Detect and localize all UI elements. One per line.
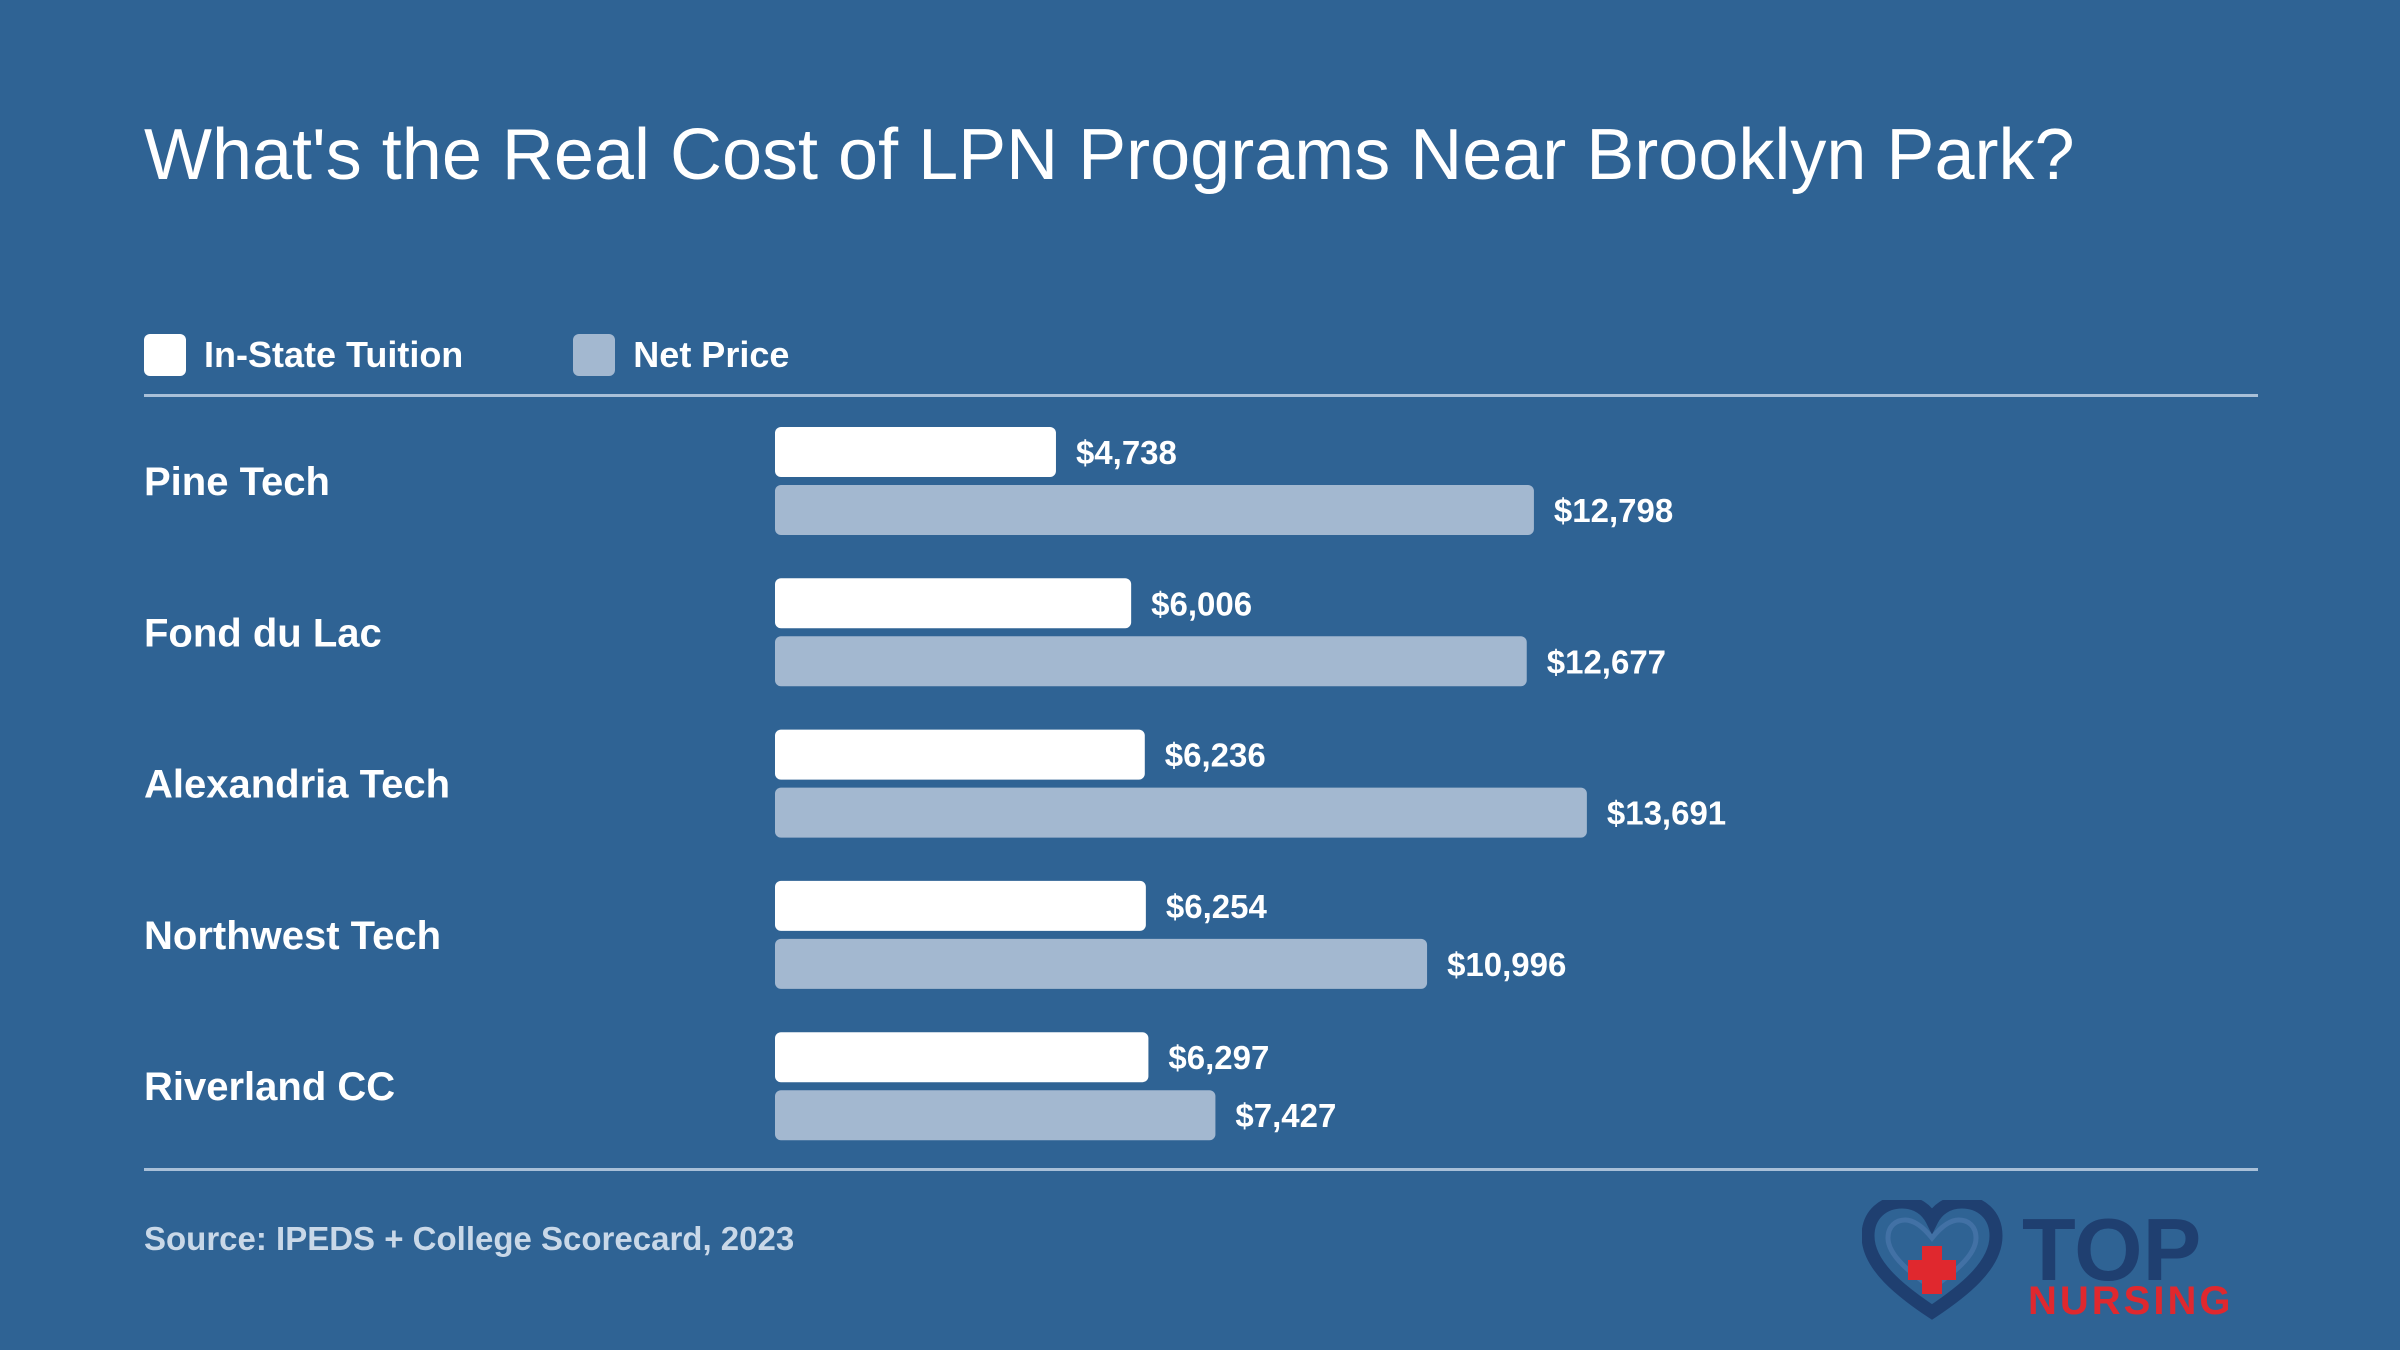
value-label-net-price-alexandria-tech: $13,691	[1607, 795, 1726, 832]
bar-in-state-tuition-alexandria-tech	[775, 729, 1145, 780]
bottom-divider	[144, 1168, 2258, 1171]
legend-label-in-state-tuition: In-State Tuition	[204, 334, 464, 375]
category-label-northwest-tech: Northwest Tech	[144, 914, 441, 958]
bar-net-price-riverland-cc	[775, 1090, 1216, 1141]
bar-in-state-tuition-pine-tech	[775, 427, 1056, 477]
value-label-net-price-riverland-cc: $7,427	[1235, 1097, 1336, 1134]
legend-item-in-state-tuition: In-State Tuition	[144, 334, 463, 376]
legend-label-net-price: Net Price	[633, 334, 790, 375]
category-label-fond-du-lac: Fond du Lac	[144, 611, 382, 655]
value-label-in-state-tuition-northwest-tech: $6,254	[1166, 888, 1268, 925]
value-label-in-state-tuition-pine-tech: $4,738	[1076, 434, 1177, 471]
category-label-riverland-cc: Riverland CC	[144, 1065, 395, 1109]
legend-swatch-net-price	[573, 334, 616, 376]
bar-in-state-tuition-northwest-tech	[775, 880, 1146, 931]
value-label-in-state-tuition-alexandria-tech: $6,236	[1165, 737, 1266, 774]
value-label-net-price-fond-du-lac: $12,677	[1547, 643, 1666, 680]
logo-text-nursing: NURSING	[2028, 1279, 2233, 1320]
category-label-alexandria-tech: Alexandria Tech	[144, 763, 450, 807]
bar-net-price-alexandria-tech	[775, 787, 1587, 838]
value-label-net-price-pine-tech: $12,798	[1554, 492, 1673, 529]
bar-net-price-pine-tech	[775, 485, 1534, 535]
category-label-pine-tech: Pine Tech	[144, 460, 330, 504]
bar-in-state-tuition-riverland-cc	[775, 1032, 1149, 1083]
top-nursing-logo: TOP NURSING	[1862, 1200, 2233, 1320]
value-label-net-price-northwest-tech: $10,996	[1447, 946, 1566, 983]
legend-item-net-price: Net Price	[573, 334, 789, 376]
heart-cross-icon	[1862, 1200, 2003, 1320]
value-label-in-state-tuition-riverland-cc: $6,297	[1168, 1039, 1269, 1076]
bar-in-state-tuition-fond-du-lac	[775, 578, 1132, 629]
chart-legend: In-State Tuition Net Price	[144, 330, 899, 380]
bar-net-price-northwest-tech	[775, 938, 1428, 989]
legend-swatch-in-state-tuition	[144, 334, 186, 376]
source-note: Source: IPEDS + College Scorecard, 2023	[144, 1220, 795, 1257]
chart-title: What's the Real Cost of LPN Programs Nea…	[144, 115, 2075, 195]
top-divider	[144, 394, 2258, 397]
logo-text-top: TOP	[2022, 1200, 2201, 1299]
value-label-in-state-tuition-fond-du-lac: $6,006	[1151, 585, 1252, 622]
bar-net-price-fond-du-lac	[775, 636, 1527, 687]
